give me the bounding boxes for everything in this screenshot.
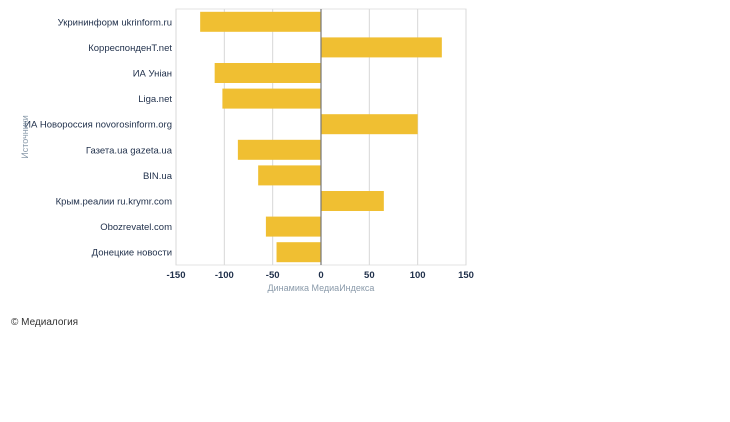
category-label: BIN.ua (143, 171, 173, 182)
bar[interactable] (321, 37, 442, 58)
category-label: ИА Новороссия novorosinform.org (24, 120, 172, 131)
category-label: Укрининформ ukrinform.ru (58, 17, 172, 28)
category-labels: Укрининформ ukrinform.ru КорреспонденТ.ne… (24, 17, 173, 258)
x-tick-label: -100 (215, 270, 234, 281)
bar[interactable] (276, 242, 321, 263)
category-label: Obozrevatel.com (100, 222, 172, 233)
bar[interactable] (258, 165, 321, 186)
bar[interactable] (321, 114, 418, 135)
category-label: ИА Уніан (133, 69, 172, 80)
category-label: Газета.ua gazeta.ua (86, 145, 173, 156)
category-label: КорреспонденТ.net (88, 43, 172, 54)
x-axis-title: Динамика МедиаИндекса (268, 283, 375, 293)
x-tick-label: -50 (266, 270, 280, 281)
category-label: Liga.net (138, 94, 172, 105)
y-axis-title: Источники (20, 115, 30, 158)
bar[interactable] (321, 191, 384, 211)
bar-chart: Укрининформ ukrinform.ru КорреспонденТ.ne… (20, 8, 474, 293)
bar[interactable] (222, 88, 321, 109)
category-label: Донецкие новости (92, 248, 172, 259)
x-tick-label: 100 (410, 270, 426, 281)
category-label: Крым.реалии ru.krymr.com (56, 197, 172, 208)
x-tick-label: 50 (364, 270, 375, 281)
bars (200, 11, 442, 263)
x-tick-labels: -150 -100 -50 0 50 100 150 (166, 270, 473, 281)
bar[interactable] (214, 63, 321, 83)
x-tick-label: 0 (318, 270, 323, 281)
x-tick-label: 150 (458, 270, 474, 281)
copyright-text: © Медиалогия (11, 317, 79, 328)
bar[interactable] (265, 216, 321, 237)
x-tick-label: -150 (166, 270, 185, 281)
bar[interactable] (200, 11, 321, 32)
bar[interactable] (237, 139, 321, 160)
